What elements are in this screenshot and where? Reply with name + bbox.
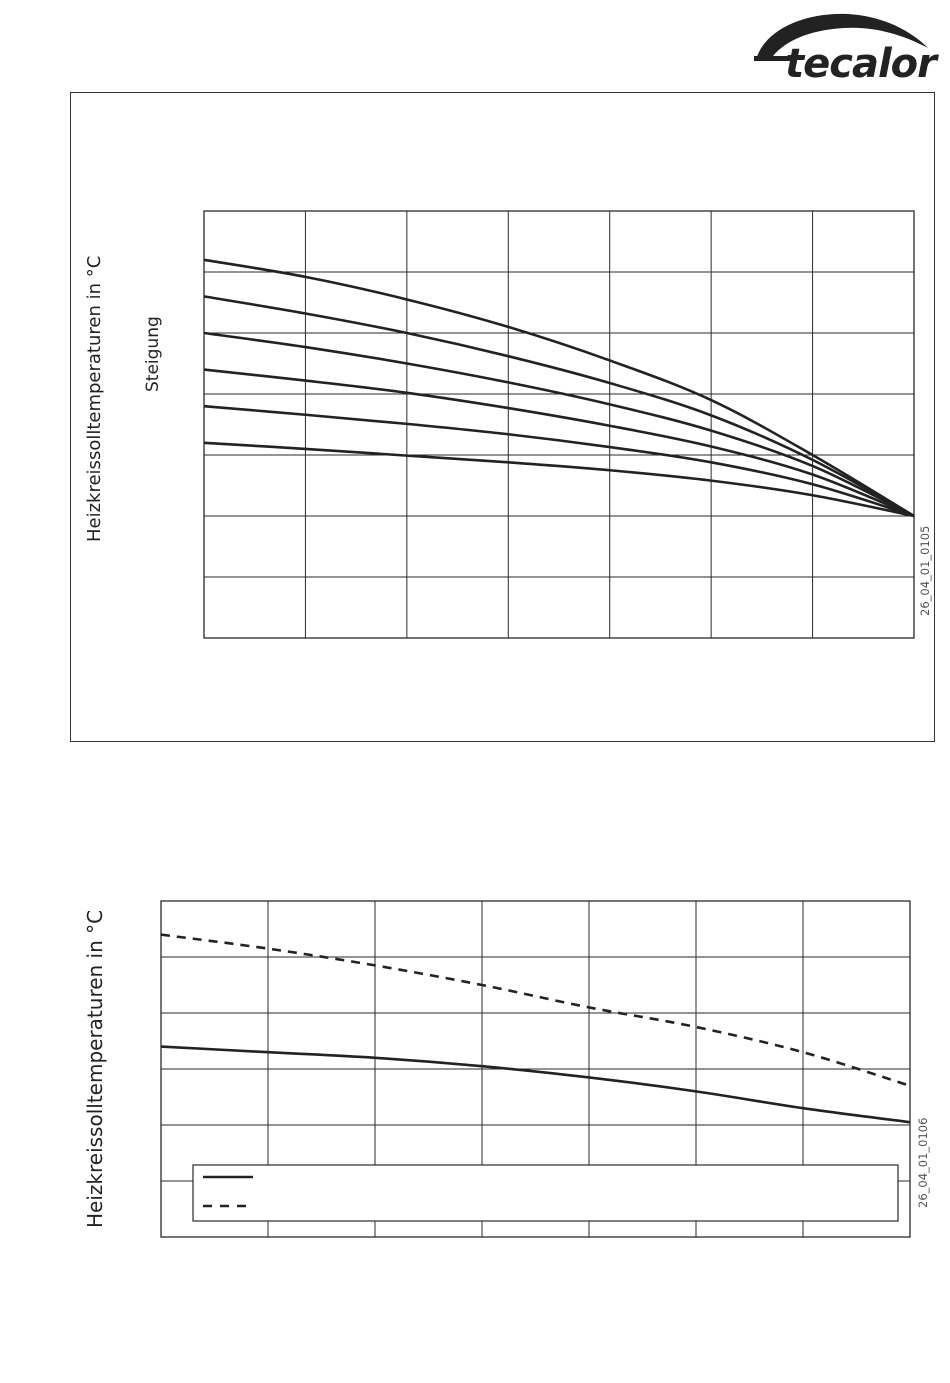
chart-2-series-line-1 <box>160 1045 911 1124</box>
chart-2-series-line-2 <box>160 933 911 1088</box>
logo-wordmark: tecalor <box>785 41 937 87</box>
logo-arc-mark <box>756 13 928 60</box>
logo-bar-mark <box>754 56 792 61</box>
chart-2-legend-box <box>192 1164 899 1222</box>
chart-1-series-line-4 <box>203 368 915 518</box>
tecalor-logo <box>754 13 928 61</box>
chart-1-series-line-3 <box>203 331 915 518</box>
chart-2-figure-id: 26_04_01_0106 <box>916 1117 930 1208</box>
chart-2-y-axis-label: Heizkreissolltemperaturen in °C <box>83 909 107 1228</box>
figure-1-frame <box>70 92 935 742</box>
chart-1-series-line-2 <box>203 295 915 518</box>
chart-1-series-line-1 <box>203 258 915 518</box>
chart-1-series-line-6 <box>203 441 915 518</box>
chart-1-series-line-5 <box>203 404 915 518</box>
chart-1-plot-area <box>203 210 915 639</box>
